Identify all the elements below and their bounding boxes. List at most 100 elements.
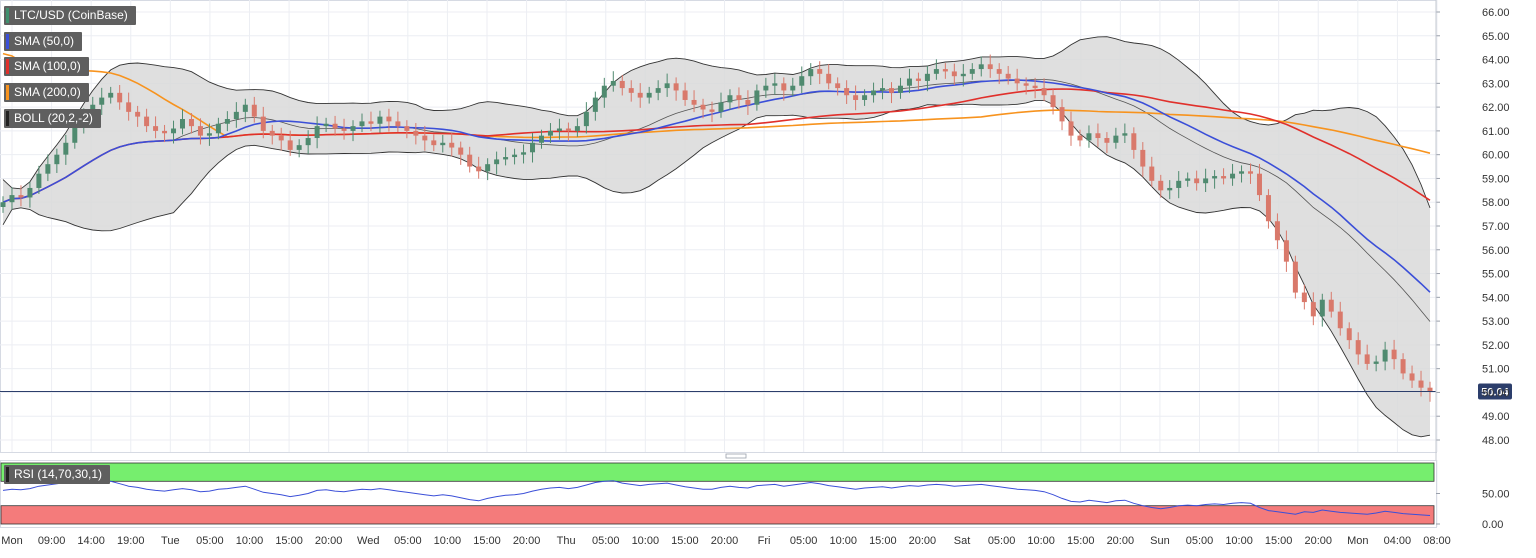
candle-body xyxy=(395,121,401,127)
candle-body xyxy=(565,128,571,131)
y-tick-label: 66.00 xyxy=(1482,7,1510,19)
x-tick-label: 10:00 xyxy=(1225,535,1253,547)
candle-body xyxy=(99,97,105,105)
candle-body xyxy=(1230,173,1236,179)
rsi-panel: 50.00 0.00 xyxy=(0,460,1510,531)
candle-body xyxy=(1167,187,1173,191)
candle-body xyxy=(1005,73,1011,79)
candle-body xyxy=(1059,107,1065,122)
boll-band-fill xyxy=(3,36,1430,437)
candle-body xyxy=(745,99,751,105)
candle-body xyxy=(1274,221,1280,241)
legend-sma-200-label: SMA (200,0) xyxy=(14,85,81,99)
candle-body xyxy=(601,85,607,98)
legend-sma-100-label: SMA (100,0) xyxy=(14,59,81,73)
candle-body xyxy=(817,69,823,74)
y-tick-label: 62.00 xyxy=(1482,102,1510,114)
candle-body xyxy=(1050,95,1056,108)
candle-body xyxy=(1149,166,1155,181)
candle-body xyxy=(1337,311,1343,329)
candle-body xyxy=(1364,354,1370,364)
candle-body xyxy=(386,116,392,122)
x-tick-label: 20:00 xyxy=(513,535,541,547)
rsi-y-tick-label: 0.00 xyxy=(1482,519,1503,531)
panel-splitter-handle[interactable] xyxy=(725,453,747,459)
x-tick-label: 05:00 xyxy=(196,535,224,547)
candle-body xyxy=(162,130,168,134)
candle-body xyxy=(933,69,939,74)
sma-lines xyxy=(2,52,1431,293)
legend-symbol-label: LTC/USD (CoinBase) xyxy=(14,8,128,22)
candle-body xyxy=(296,145,302,150)
legend-rsi-label: RSI (14,70,30,1) xyxy=(14,467,103,481)
x-tick-label: 05:00 xyxy=(394,535,422,547)
x-tick-label: 20:00 xyxy=(315,535,343,547)
boll-middle-line xyxy=(2,79,1431,322)
y-tick-label: 48.00 xyxy=(1482,435,1510,447)
y-tick-label: 58.00 xyxy=(1482,197,1510,209)
candle-body xyxy=(781,83,787,91)
candle-body xyxy=(18,195,24,198)
candle-body xyxy=(915,78,921,81)
candle-body xyxy=(1140,149,1146,167)
candle-body xyxy=(1023,83,1029,86)
candle-body xyxy=(1032,85,1038,89)
candle-body xyxy=(1095,133,1101,139)
candle-body xyxy=(1122,133,1128,136)
candle-body xyxy=(153,126,159,131)
candle-body xyxy=(637,92,643,98)
legend-sma-100[interactable]: SMA (100,0) xyxy=(4,57,89,76)
legend-symbol[interactable]: LTC/USD (CoinBase) xyxy=(4,6,136,25)
x-tick-label: 20:00 xyxy=(1304,535,1332,547)
candle-body xyxy=(1248,171,1254,174)
candle-body xyxy=(826,73,832,84)
candle-body xyxy=(242,104,248,112)
candle-body xyxy=(538,135,544,143)
candle-body xyxy=(1104,138,1110,143)
bollinger-bands xyxy=(2,36,1431,438)
candle-body xyxy=(377,116,383,124)
candle-body xyxy=(206,133,212,136)
candle-body xyxy=(1113,135,1119,143)
candle-body xyxy=(368,121,374,124)
legend-sma-50[interactable]: SMA (50,0) xyxy=(4,32,83,51)
candle-body xyxy=(619,80,625,89)
candle-body xyxy=(1283,240,1289,262)
candle-body xyxy=(1391,349,1397,360)
legend-boll-label: BOLL (20,2,-2) xyxy=(14,111,93,125)
candle-body xyxy=(117,92,123,103)
candle-body xyxy=(987,64,993,70)
candle-body xyxy=(224,119,230,124)
candle-body xyxy=(835,83,841,89)
candle-body xyxy=(449,142,455,148)
candle-body xyxy=(1418,380,1424,388)
x-tick-label: 05:00 xyxy=(592,535,620,547)
y-tick-label: 59.00 xyxy=(1482,173,1510,185)
candle-body xyxy=(1221,176,1227,179)
candle-body xyxy=(691,99,697,105)
candle-body xyxy=(108,92,114,98)
candle-body xyxy=(583,111,589,127)
legend-sma-200-swatch xyxy=(6,85,9,100)
legend-rsi[interactable]: RSI (14,70,30,1) xyxy=(4,465,111,484)
legend-sma-200[interactable]: SMA (200,0) xyxy=(4,83,89,102)
y-tick-label: 63.00 xyxy=(1482,78,1510,90)
x-tick-label: Wed xyxy=(357,535,379,547)
candle-body xyxy=(880,88,886,91)
candle-body xyxy=(27,187,33,198)
candle-body xyxy=(1176,180,1182,188)
x-tick-label: 09:00 xyxy=(38,535,66,547)
candle-body xyxy=(1086,133,1092,141)
legend-boll[interactable]: BOLL (20,2,-2) xyxy=(4,109,101,128)
candle-body xyxy=(709,109,715,112)
candle-body xyxy=(359,121,365,127)
candle-body xyxy=(63,142,69,155)
boll-lower-line xyxy=(2,99,1431,438)
candle-body xyxy=(135,111,141,117)
x-tick-label: Sat xyxy=(954,535,971,547)
candle-body xyxy=(1131,133,1137,150)
candle-body xyxy=(1185,178,1191,181)
legend-boll-swatch xyxy=(6,111,9,126)
candle-body xyxy=(673,83,679,91)
